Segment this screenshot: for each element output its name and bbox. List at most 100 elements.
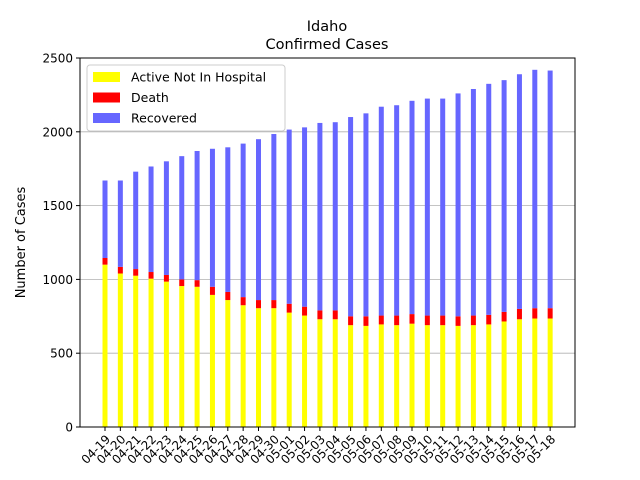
y-tick-label: 2500: [42, 52, 73, 66]
bar-active-not-in-hospital: [133, 275, 139, 427]
bar-active-not-in-hospital: [332, 319, 338, 427]
bar-active-not-in-hospital: [102, 264, 108, 427]
bar-death: [409, 314, 415, 324]
bar-recovered: [501, 80, 507, 312]
legend: Active Not In Hospital Death Recovered: [86, 64, 286, 132]
bar-active-not-in-hospital: [455, 325, 461, 427]
x-axis: 04-1904-2004-2104-2204-2304-2404-2504-26…: [79, 427, 558, 467]
bar-death: [394, 315, 400, 326]
plot-frame: [79, 57, 576, 428]
bar-recovered: [317, 122, 323, 311]
bar-death: [240, 297, 246, 306]
bar-active-not-in-hospital: [225, 300, 231, 427]
bar-active-not-in-hospital: [424, 325, 430, 427]
chart-subtitle: Confirmed Cases: [266, 37, 389, 53]
bar-active-not-in-hospital: [286, 312, 292, 427]
bar-recovered: [532, 69, 538, 309]
bar-recovered: [240, 143, 246, 298]
bar-recovered: [163, 161, 169, 275]
bar-recovered: [133, 171, 139, 270]
bar-recovered: [409, 100, 415, 315]
bar-active-not-in-hospital: [394, 325, 400, 427]
y-tick-label: 2000: [42, 125, 73, 139]
bar-death: [332, 310, 338, 320]
bar-active-not-in-hospital: [302, 315, 308, 427]
bar-death: [302, 306, 308, 316]
bar-death: [133, 269, 139, 276]
bar-death: [455, 316, 461, 326]
bar-recovered: [440, 98, 446, 316]
legend-swatch: [93, 72, 120, 82]
bar-recovered: [363, 113, 369, 317]
bar-recovered: [455, 93, 461, 317]
bar-death: [348, 316, 354, 326]
bar-active-not-in-hospital: [547, 318, 553, 427]
bar-active-not-in-hospital: [486, 324, 492, 427]
bar-death: [271, 300, 277, 309]
bar-recovered: [209, 148, 215, 287]
y-tick-label: 1500: [42, 199, 73, 213]
bar-recovered: [225, 147, 231, 292]
y-axis-label: Number of Cases: [14, 186, 29, 298]
bar-active-not-in-hospital: [194, 286, 200, 427]
legend-swatch: [93, 113, 120, 123]
bar-active-not-in-hospital: [179, 286, 185, 427]
bar-active-not-in-hospital: [240, 305, 246, 427]
bar-death: [117, 266, 123, 274]
bar-death: [440, 315, 446, 326]
bar-active-not-in-hospital: [271, 308, 277, 427]
bar-active-not-in-hospital: [516, 319, 522, 427]
y-tick-label: 1000: [42, 273, 73, 287]
bar-recovered: [302, 127, 308, 307]
bar-recovered: [117, 180, 123, 267]
bar-recovered: [424, 98, 430, 316]
bar-death: [470, 315, 476, 326]
bar-death: [501, 311, 507, 322]
bar-recovered: [516, 74, 522, 309]
bar-recovered: [102, 180, 108, 258]
y-tick-label: 0: [65, 421, 73, 435]
bar-active-not-in-hospital: [363, 325, 369, 427]
bar-active-not-in-hospital: [409, 323, 415, 427]
bar-recovered: [348, 117, 354, 317]
bar-death: [148, 272, 154, 279]
bar-active-not-in-hospital: [256, 308, 261, 427]
bar-recovered: [547, 70, 553, 309]
bar-active-not-in-hospital: [117, 273, 123, 427]
bar-death: [286, 303, 292, 313]
bar-recovered: [470, 88, 476, 316]
bar-recovered: [486, 83, 492, 315]
bar-active-not-in-hospital: [501, 321, 507, 427]
bar-active-not-in-hospital: [470, 325, 476, 427]
bar-recovered: [194, 150, 200, 281]
bar-death: [547, 308, 553, 319]
bar-active-not-in-hospital: [440, 325, 446, 427]
bar-active-not-in-hospital: [348, 325, 354, 427]
bar-death: [363, 316, 369, 326]
bar-recovered: [256, 139, 261, 301]
bar-active-not-in-hospital: [532, 318, 538, 427]
bar-active-not-in-hospital: [148, 278, 154, 427]
bar-death: [256, 300, 261, 309]
bar-death: [209, 286, 215, 295]
bar-death: [179, 279, 185, 287]
bar-death: [424, 315, 430, 326]
bar-active-not-in-hospital: [378, 324, 384, 427]
legend-label: Recovered: [131, 111, 197, 126]
y-axis: 0 500 1000 1500 2000 2500: [42, 52, 80, 435]
bar-death: [194, 280, 200, 287]
bar-recovered: [179, 156, 185, 280]
bar-death: [532, 308, 538, 319]
y-tick-label: 500: [50, 347, 73, 361]
legend-frame: [86, 64, 286, 132]
bar-recovered: [286, 129, 292, 304]
legend-label: Death: [131, 90, 169, 105]
bar-death: [317, 310, 323, 320]
bar-active-not-in-hospital: [163, 281, 169, 427]
bar-recovered: [271, 134, 277, 301]
bar-death: [516, 308, 522, 320]
bar-death: [163, 274, 169, 282]
bar-death: [225, 291, 231, 301]
chart-title: Idaho: [307, 19, 348, 35]
